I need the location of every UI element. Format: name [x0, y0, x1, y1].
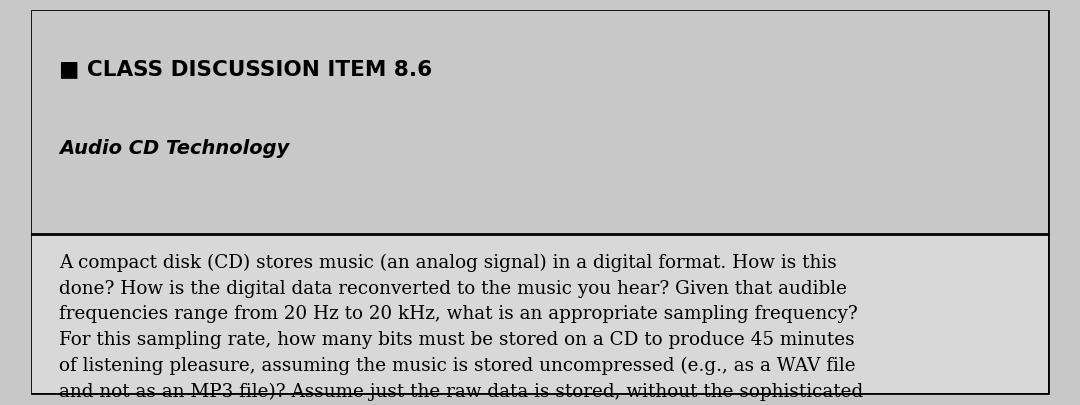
Text: Audio CD Technology: Audio CD Technology — [59, 139, 289, 157]
FancyBboxPatch shape — [32, 12, 1048, 235]
Text: A compact disk (CD) stores music (an analog signal) in a digital format. How is : A compact disk (CD) stores music (an ana… — [59, 253, 864, 405]
Text: ■ CLASS DISCUSSION ITEM 8.6: ■ CLASS DISCUSSION ITEM 8.6 — [59, 59, 432, 79]
FancyBboxPatch shape — [32, 235, 1048, 393]
FancyBboxPatch shape — [32, 12, 1048, 393]
